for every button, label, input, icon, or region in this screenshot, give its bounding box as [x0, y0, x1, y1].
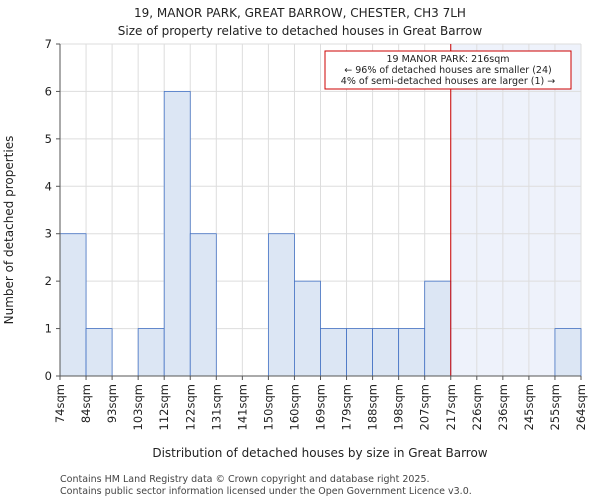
y-tick-label: 4	[45, 179, 52, 193]
x-tick-label: 169sqm	[314, 384, 328, 430]
annotation-box: 19 MANOR PARK: 216sqm ← 96% of detached …	[324, 50, 572, 90]
x-tick-label: 217sqm	[444, 384, 458, 430]
x-tick-label: 131sqm	[209, 384, 223, 430]
histogram-bar	[137, 328, 165, 377]
x-tick-label: 245sqm	[522, 384, 536, 430]
annotation-line-2: ← 96% of detached houses are smaller (24…	[344, 65, 551, 76]
x-tick-label: 103sqm	[131, 384, 145, 430]
histogram-bar	[163, 91, 191, 377]
histogram-bar	[189, 233, 217, 377]
x-tick-label: 255sqm	[548, 384, 562, 430]
chart-subtitle: Size of property relative to detached ho…	[118, 24, 483, 38]
y-tick-label: 5	[45, 132, 52, 146]
y-tick-label: 2	[45, 274, 52, 288]
histogram-bar	[424, 280, 452, 377]
x-axis-label: Distribution of detached houses by size …	[152, 446, 487, 460]
x-tick-label: 141sqm	[235, 384, 249, 430]
histogram-bar	[85, 328, 113, 377]
histogram-bar	[554, 328, 582, 377]
histogram-bar	[267, 233, 295, 377]
histogram-bar	[320, 328, 347, 377]
annotation-frame	[324, 50, 572, 90]
x-tick-label: 160sqm	[287, 384, 301, 430]
footer-copyright: Contains HM Land Registry data © Crown c…	[60, 474, 430, 485]
histogram-bar	[346, 328, 373, 377]
x-tick-label: 198sqm	[392, 384, 406, 430]
x-tick-label: 122sqm	[183, 384, 197, 430]
x-tick-label: 84sqm	[79, 384, 93, 423]
x-tick-label: 236sqm	[496, 384, 510, 430]
y-tick-label: 3	[45, 227, 52, 241]
histogram-bar	[398, 328, 426, 377]
x-tick-label: 112sqm	[157, 384, 171, 430]
annotation-line-1: 19 MANOR PARK: 216sqm	[386, 54, 509, 65]
footer-licence: Contains public sector information licen…	[60, 486, 472, 497]
y-tick-label: 0	[45, 369, 52, 383]
x-tick-label: 150sqm	[261, 384, 275, 430]
y-tick-label: 6	[45, 84, 52, 98]
x-tick-label: 179sqm	[340, 384, 354, 430]
x-tick-label: 188sqm	[366, 384, 380, 430]
x-tick-label: 207sqm	[418, 384, 432, 430]
highlight-region	[450, 44, 581, 376]
annotation-line-3: 4% of semi-detached houses are larger (1…	[341, 76, 555, 87]
chart-title: 19, MANOR PARK, GREAT BARROW, CHESTER, C…	[134, 6, 466, 20]
y-axis-label: Number of detached properties	[2, 136, 16, 325]
x-tick-label: 264sqm	[574, 384, 588, 430]
histogram-bar	[372, 328, 400, 377]
x-tick-label: 226sqm	[470, 384, 484, 430]
x-tick-label: 74sqm	[53, 384, 67, 423]
y-tick-label: 1	[45, 322, 52, 336]
histogram-bar	[294, 280, 321, 377]
histogram-bar	[59, 233, 87, 377]
x-tick-label: 93sqm	[105, 384, 119, 423]
y-tick-label: 7	[45, 37, 52, 51]
